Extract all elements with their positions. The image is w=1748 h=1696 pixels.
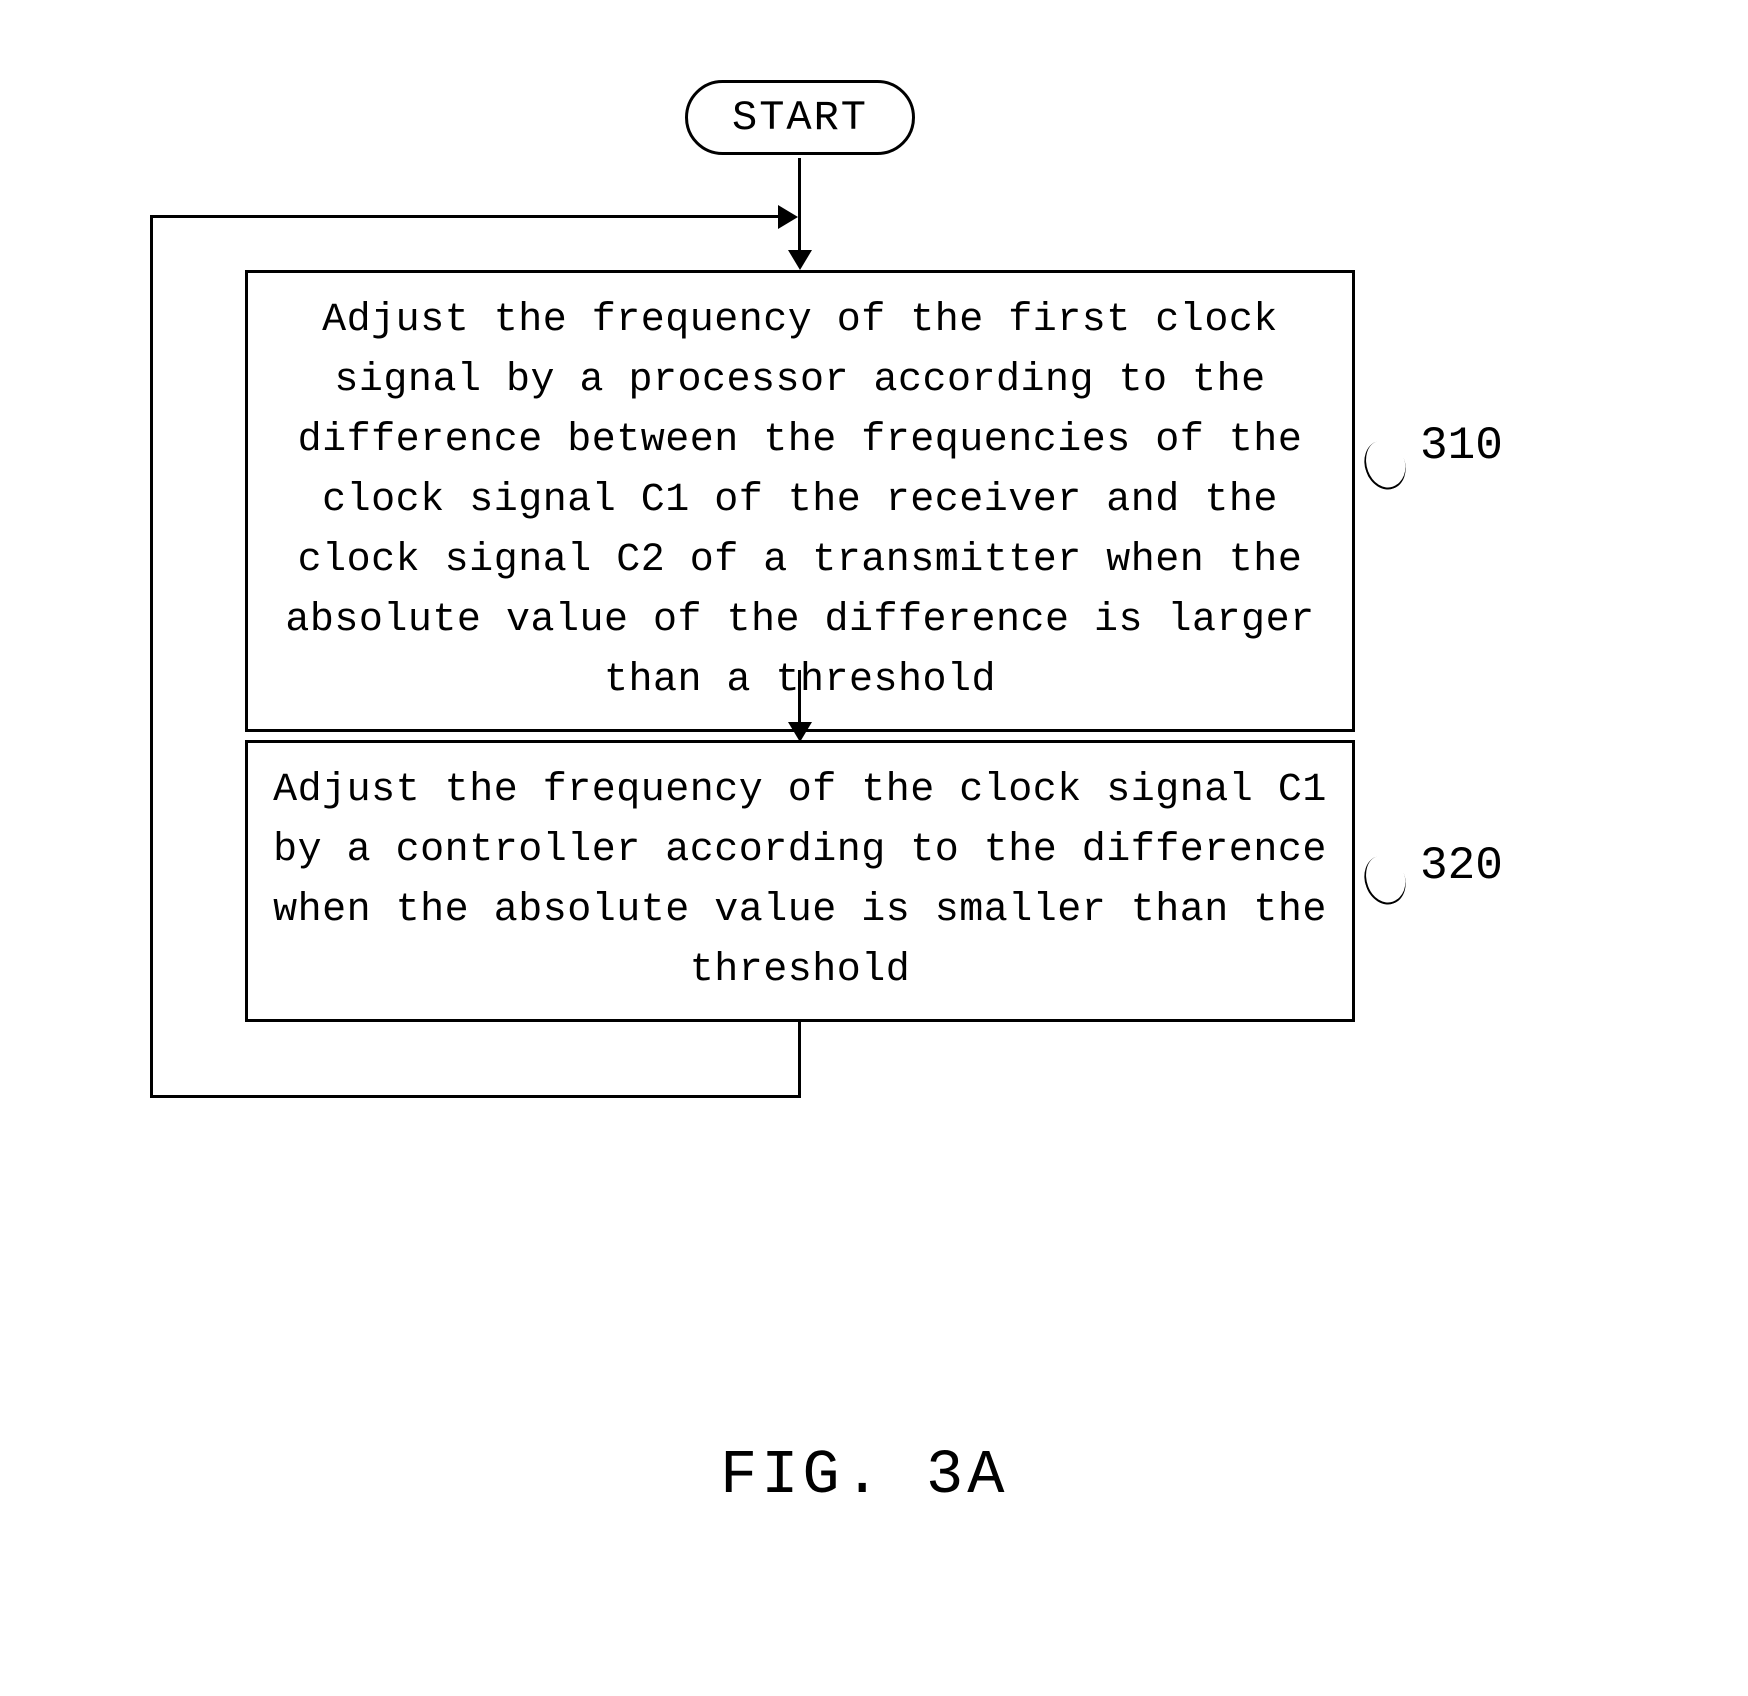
box-310-text: Adjust the frequency of the first clock … <box>285 298 1314 703</box>
loop-left-vertical <box>150 215 153 1098</box>
start-node: START <box>685 80 915 155</box>
figure-label: FIG. 3A <box>720 1440 1008 1511</box>
ref-label-320: 320 <box>1420 840 1503 892</box>
process-box-310: Adjust the frequency of the first clock … <box>245 270 1355 732</box>
arrow-310-to-320 <box>798 670 801 725</box>
box-320-text: Adjust the frequency of the clock signal… <box>273 768 1327 993</box>
ref-curve-310 <box>1358 435 1413 496</box>
arrowhead-to-310 <box>788 250 812 270</box>
process-box-320: Adjust the frequency of the clock signal… <box>245 740 1355 1022</box>
loop-top-horizontal <box>150 215 782 218</box>
loop-down-vertical <box>798 1020 801 1095</box>
ref-label-310: 310 <box>1420 420 1503 472</box>
arrowhead-loop-merge <box>778 205 798 229</box>
start-label: START <box>732 94 868 142</box>
loop-bottom-horizontal <box>150 1095 801 1098</box>
ref-curve-320 <box>1358 850 1413 911</box>
arrow-start-to-310 <box>798 158 801 253</box>
arrowhead-to-320 <box>788 722 812 742</box>
